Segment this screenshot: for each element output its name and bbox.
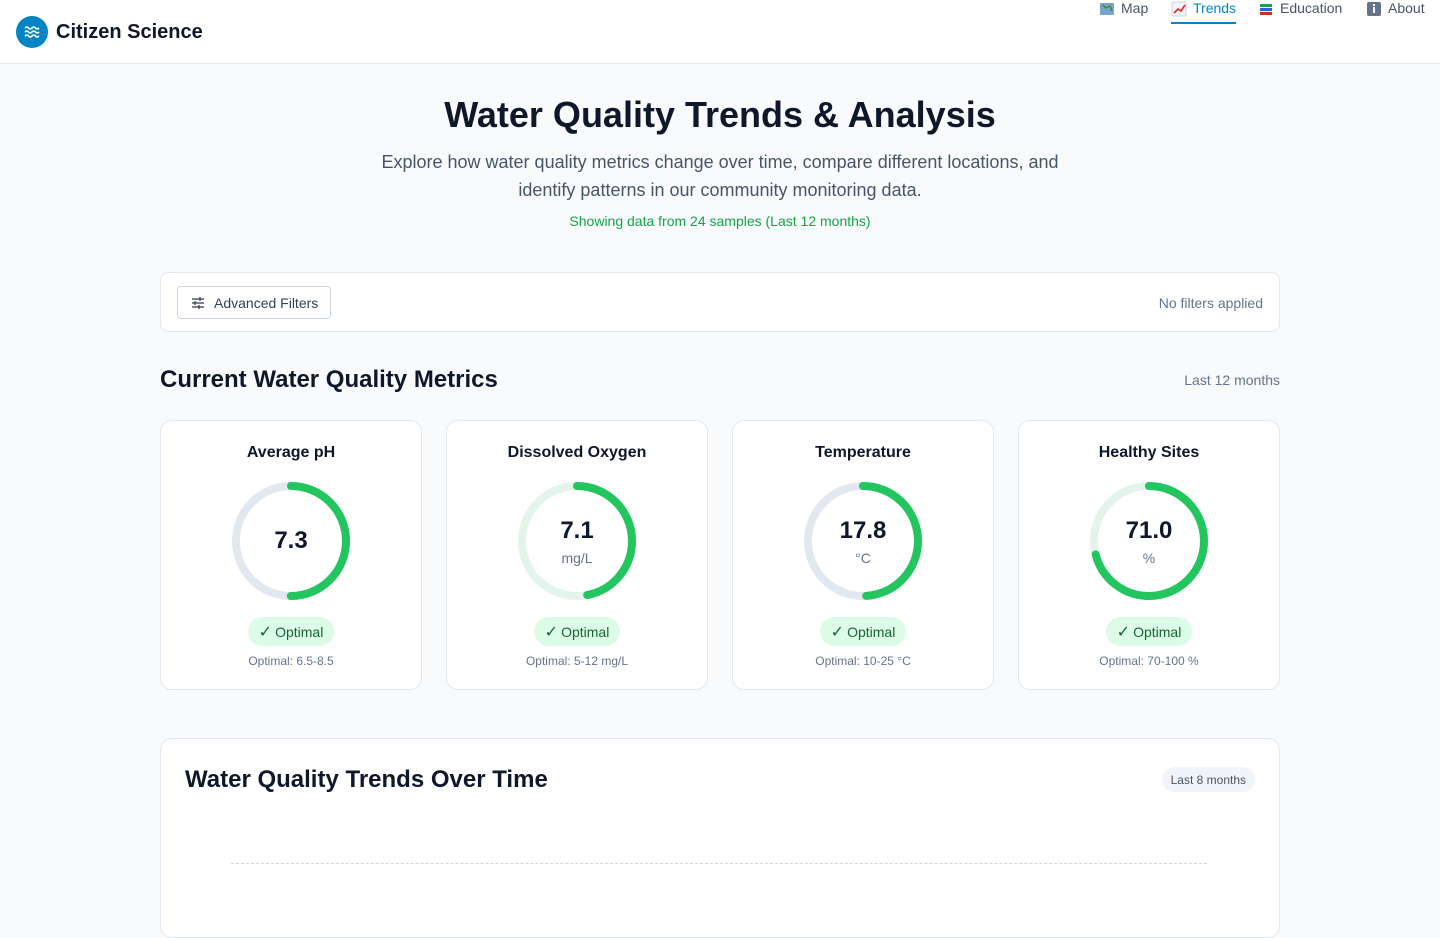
trends-title: Water Quality Trends Over Time <box>185 766 548 793</box>
filters-bar: Advanced Filters No filters applied <box>160 272 1280 332</box>
trends-panel: Water Quality Trends Over Time Last 8 mo… <box>160 738 1280 938</box>
check-icon: ✓ <box>544 623 559 641</box>
metric-value: 71.0 <box>1125 517 1173 544</box>
top-navigation-bar: Citizen Science Map Trends Education Abo… <box>0 0 1440 64</box>
brand[interactable]: Citizen Science <box>16 16 203 48</box>
nav-item-about[interactable]: About <box>1366 0 1425 24</box>
nav-item-education[interactable]: Education <box>1258 0 1342 24</box>
gauge-ring <box>1090 482 1208 600</box>
map-icon <box>1099 1 1115 17</box>
water-waves-icon <box>16 16 48 48</box>
data-summary-note: Showing data from 24 samples (Last 12 mo… <box>569 213 871 229</box>
metric-unit: mg/L <box>561 550 593 566</box>
status-badge: ✓ Optimal <box>820 617 906 646</box>
metric-title: Temperature <box>815 444 911 461</box>
advanced-filters-label: Advanced Filters <box>214 294 319 311</box>
nav-item-trends[interactable]: Trends <box>1171 0 1237 24</box>
status-text: Optimal <box>275 623 324 640</box>
metric-card-healthy-sites: Healthy Sites 71.0 % ✓ Optimal Optimal: 7… <box>1018 420 1280 690</box>
gauge-ring <box>518 482 636 600</box>
nav-label: Trends <box>1193 0 1237 16</box>
status-badge: ✓ Optimal <box>248 617 334 646</box>
metric-title: Dissolved Oxygen <box>507 444 647 461</box>
optimal-range: Optimal: 5-12 mg/L <box>525 654 629 668</box>
metric-value: 7.1 <box>560 517 594 544</box>
status-badge: ✓ Optimal <box>534 617 620 646</box>
metric-value: 7.3 <box>274 527 308 554</box>
metrics-section-title: Current Water Quality Metrics <box>160 366 498 393</box>
check-icon: ✓ <box>1116 623 1131 641</box>
nav-label: Education <box>1280 0 1343 16</box>
optimal-range: Optimal: 70-100 % <box>1099 654 1199 668</box>
status-badge: ✓ Optimal <box>1106 617 1192 646</box>
chart-icon <box>1171 1 1187 17</box>
nav-label: Map <box>1121 0 1149 16</box>
status-text: Optimal <box>561 623 610 640</box>
filter-status-text: No filters applied <box>1158 295 1263 311</box>
metric-card-temperature: Temperature 17.8 °C ✓ Optimal Optimal: 10… <box>732 420 994 690</box>
info-icon <box>1366 1 1382 17</box>
metric-card-dissolved-oxygen: Dissolved Oxygen 7.1 mg/L ✓ Optimal Optim… <box>446 420 708 690</box>
metrics-range-label: Last 12 months <box>1184 372 1280 388</box>
metric-unit: % <box>1142 550 1156 566</box>
advanced-filters-button[interactable]: Advanced Filters <box>177 286 331 319</box>
brand-name: Citizen Science <box>56 20 203 43</box>
sliders-icon <box>192 296 204 309</box>
metric-value: 17.8 <box>839 517 887 544</box>
status-text: Optimal <box>847 623 896 640</box>
page-title: Water Quality Trends & Analysis <box>444 94 996 135</box>
optimal-range: Optimal: 10-25 °C <box>815 654 911 668</box>
nav-item-map[interactable]: Map <box>1099 0 1148 24</box>
metric-unit: °C <box>855 550 871 566</box>
metric-card-ph: Average pH 7.3 ✓ Optimal Optimal: 6.5-8.5 <box>160 420 422 690</box>
trends-range-pill: Last 8 months <box>1161 767 1255 792</box>
check-icon: ✓ <box>258 623 273 641</box>
page-subtitle: Explore how water quality metrics change… <box>381 152 1059 200</box>
gauge-ring <box>232 482 350 600</box>
metric-title: Healthy Sites <box>1098 444 1200 461</box>
books-icon <box>1258 1 1274 17</box>
gauge-ring <box>804 482 922 600</box>
chart-gridline <box>231 863 1207 864</box>
check-icon: ✓ <box>830 623 845 641</box>
nav-label: About <box>1388 0 1425 16</box>
status-text: Optimal <box>1133 623 1182 640</box>
metric-title: Average pH <box>246 444 336 461</box>
optimal-range: Optimal: 6.5-8.5 <box>248 654 334 668</box>
